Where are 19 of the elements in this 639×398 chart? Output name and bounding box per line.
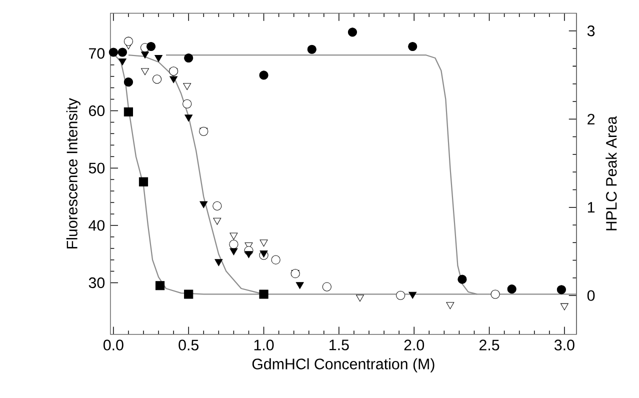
x-tick-label: 2.5 xyxy=(479,340,500,350)
x-tick-label: 0.5 xyxy=(178,340,198,350)
x-tick-label: 3.0 xyxy=(554,340,574,350)
y-tick-label: 30 xyxy=(88,277,105,288)
y-tick-label: 70 xyxy=(89,48,105,59)
x-tick-label: 1.0 xyxy=(254,340,274,350)
x-tick-label: 0.0 xyxy=(103,340,124,350)
x-axis-title: GdmHCl Concentration (M) xyxy=(252,358,434,372)
y2-tick-label: 0 xyxy=(587,290,595,301)
x-tick-label: 2.0 xyxy=(404,340,424,350)
y-tick-label: 50 xyxy=(88,162,105,174)
y2-axis-title: HPLC Peak Area xyxy=(606,116,617,230)
y2-tick-label: 3 xyxy=(587,26,595,36)
y-tick-label: 60 xyxy=(89,105,105,116)
y-axis-title: Fluorescence Intensity xyxy=(66,98,80,248)
y2-tick-label: 1 xyxy=(588,202,595,213)
y-tick-label: 40 xyxy=(88,220,105,231)
x-tick-label: 1.5 xyxy=(330,340,349,350)
y2-tick-label: 2 xyxy=(588,114,594,124)
